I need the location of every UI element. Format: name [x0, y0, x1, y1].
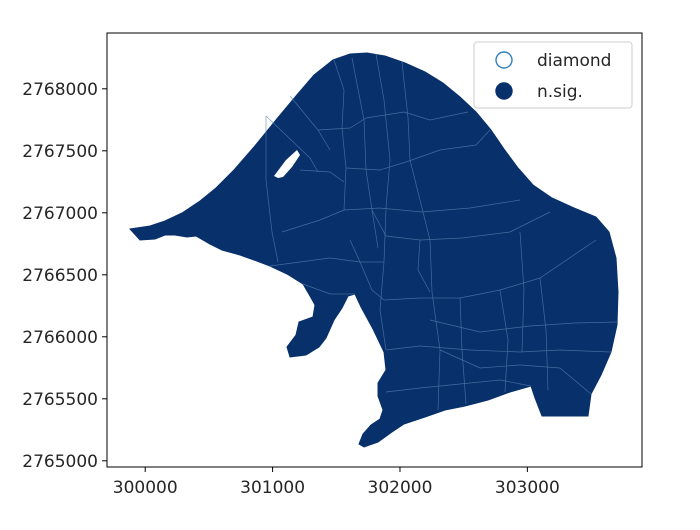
- region-boundaries: [265, 53, 618, 411]
- x-tick-label: 302000: [368, 478, 433, 498]
- diamond-legend-marker: [495, 51, 513, 69]
- y-tick-label: 2765500: [22, 390, 98, 410]
- y-tick-label: 2765000: [22, 452, 98, 472]
- x-tick-label: 300000: [113, 478, 178, 498]
- legend-label-diamond: diamond: [537, 51, 611, 71]
- legend: diamond n.sig.: [473, 41, 633, 109]
- legend-label-nsig: n.sig.: [537, 82, 583, 102]
- y-tick-label: 2767000: [22, 204, 98, 224]
- region-nsig-main: [129, 52, 619, 448]
- x-tick-label: 301000: [240, 478, 305, 498]
- choropleth-regions: [129, 52, 619, 448]
- axes-frame: [106, 32, 643, 468]
- x-tick-label: 303000: [495, 478, 560, 498]
- region-gap: [274, 150, 300, 178]
- y-tick-label: 2766000: [22, 328, 98, 348]
- y-axis-ticks: 2765000 2765500 2766000 2766500 2767000 27675…: [22, 80, 107, 472]
- y-tick-label: 2768000: [22, 80, 98, 100]
- y-tick-label: 2766500: [22, 266, 98, 286]
- legend-box: [473, 41, 633, 109]
- x-axis-ticks: 300000 301000 302000 303000: [113, 467, 560, 498]
- y-tick-label: 2767500: [22, 142, 98, 162]
- nsig-legend-marker: [495, 82, 513, 100]
